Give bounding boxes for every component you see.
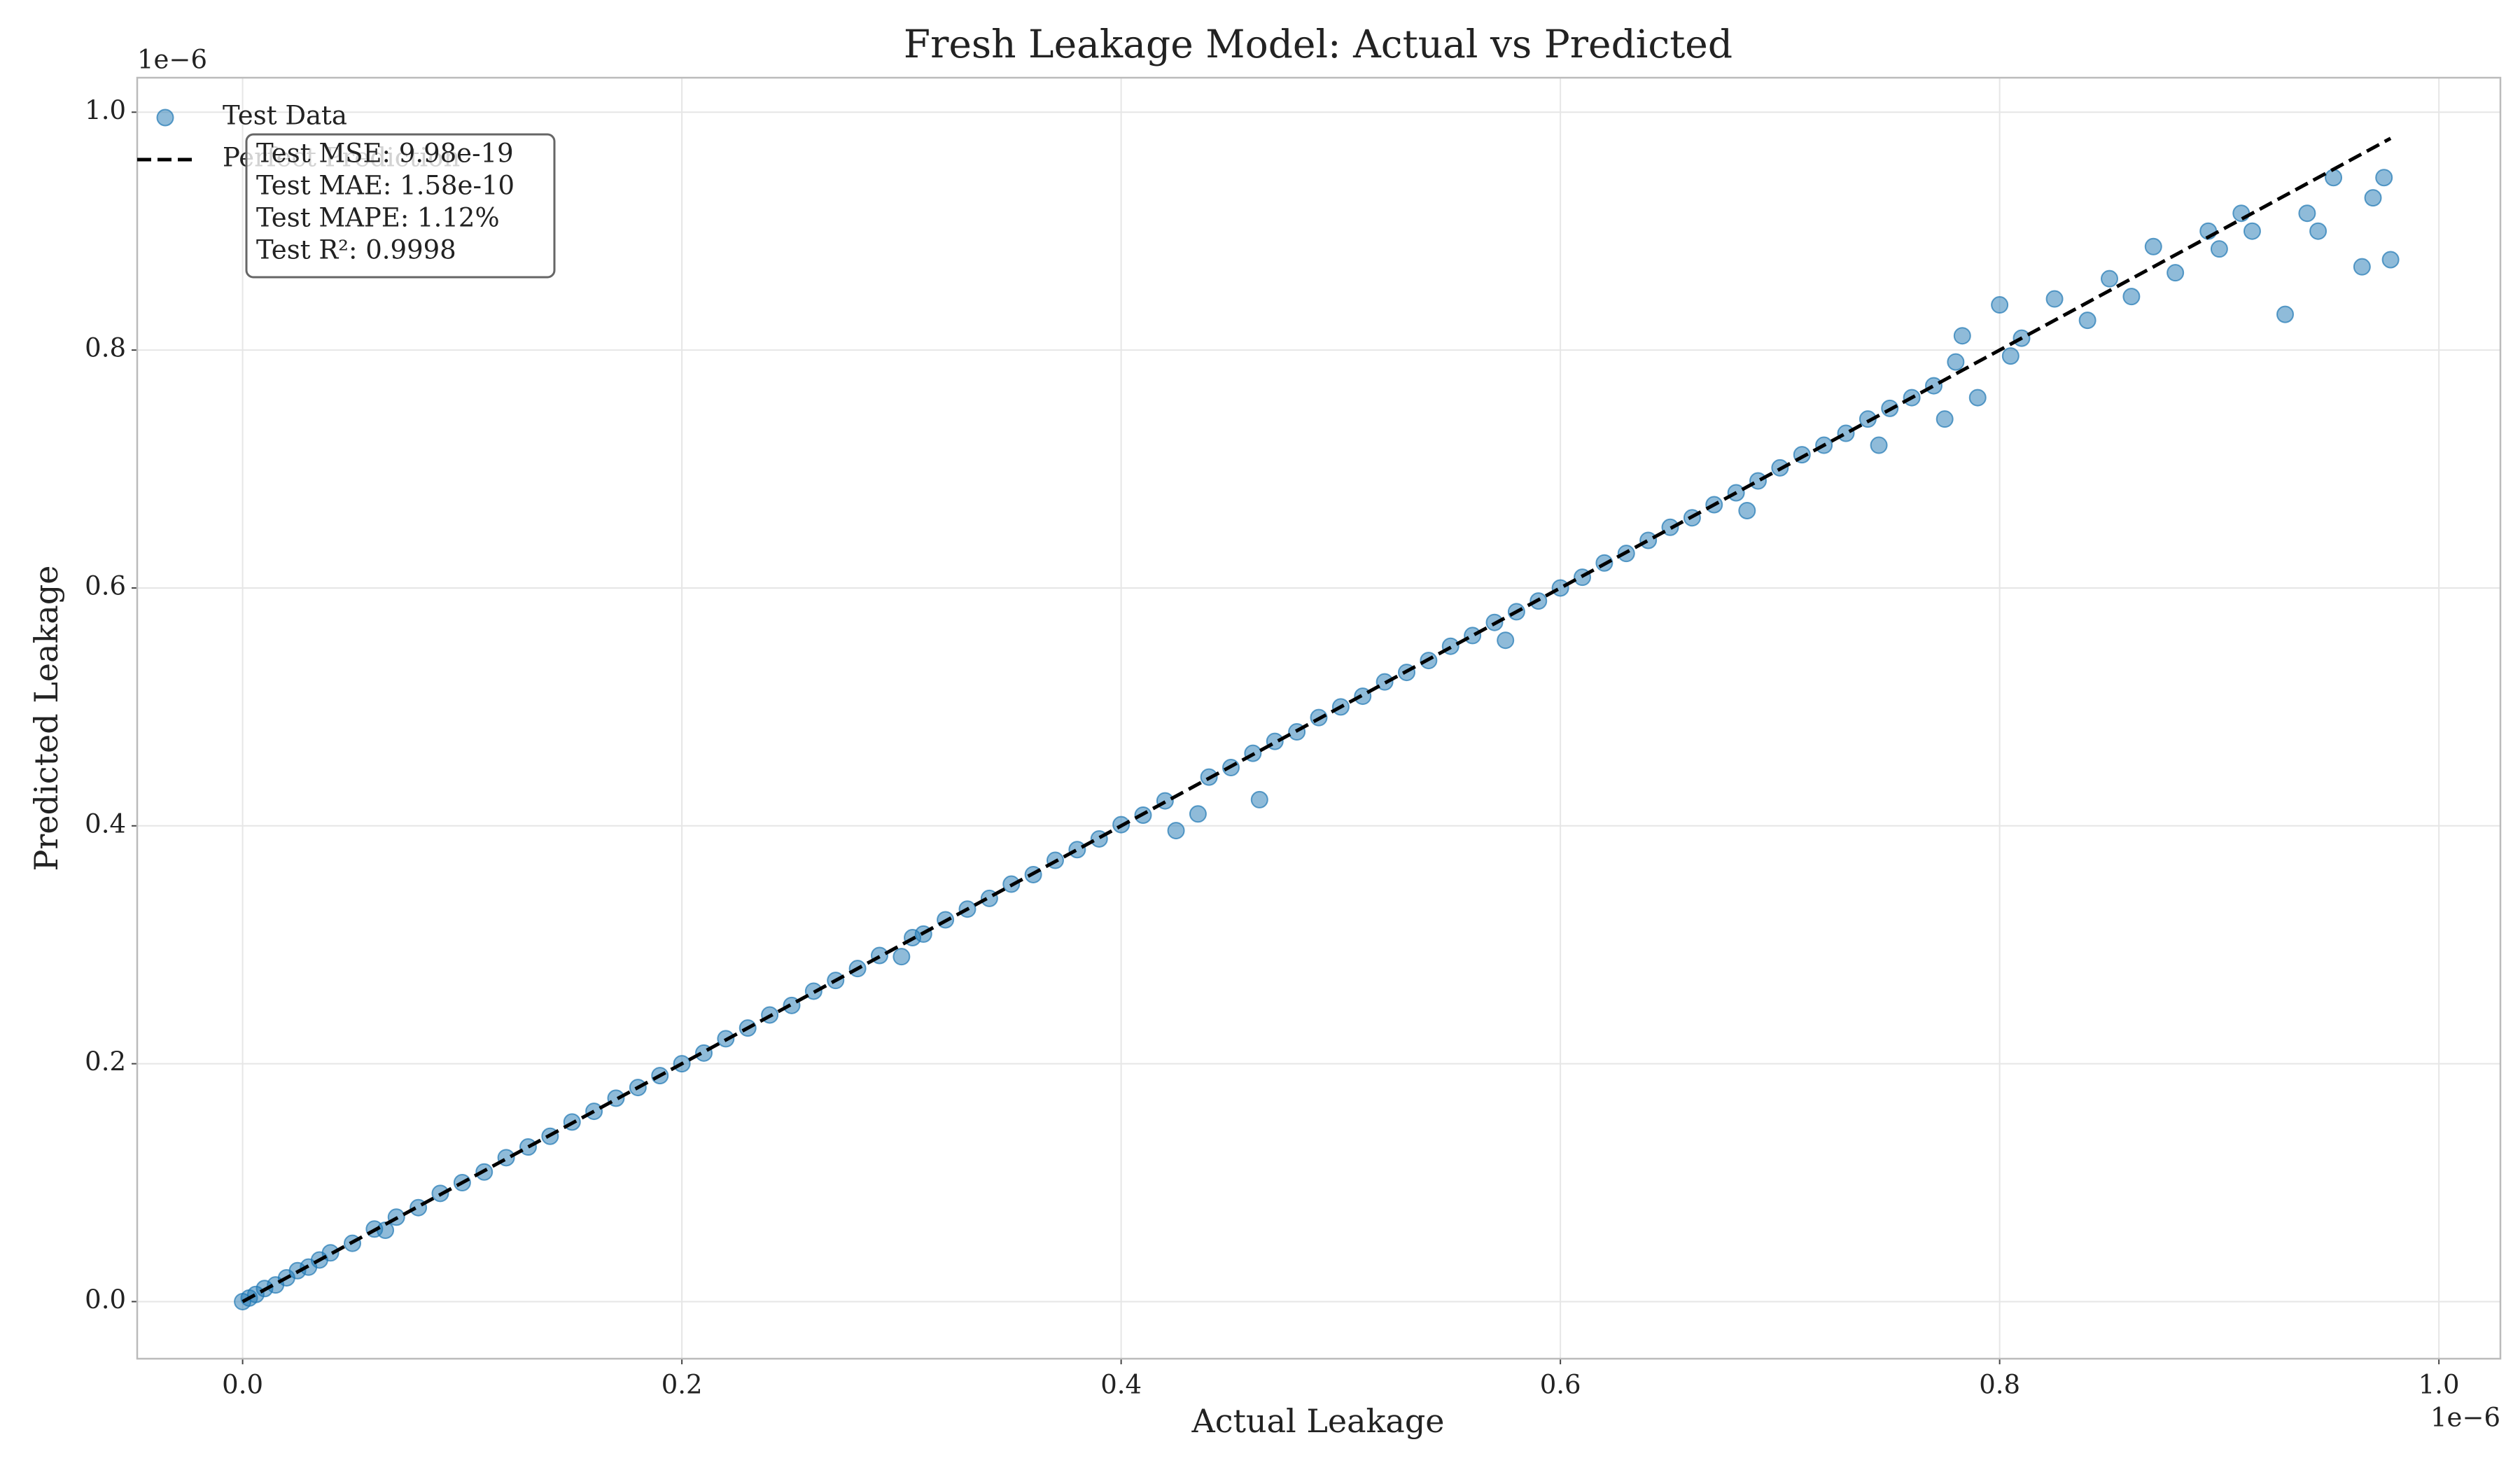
scatter-point: [2325, 169, 2343, 187]
scatter-point: [2353, 258, 2371, 276]
y-tick-label: 0.6: [85, 570, 126, 601]
scatter-point: [1068, 841, 1086, 859]
scatter-point: [2309, 222, 2328, 240]
x-offset-label: 1e−6: [2430, 1403, 2500, 1433]
legend-label: Test Data: [223, 101, 347, 131]
scatter-point: [2298, 204, 2316, 223]
scatter-point: [1167, 822, 1185, 840]
stats-text: Test MAE: 1.58e-10: [256, 171, 514, 201]
scatter-point: [2276, 305, 2295, 323]
scatter-point: [2101, 270, 2119, 288]
scatter-point: [2375, 169, 2393, 187]
stats-text: Test R²: 0.9998: [256, 235, 456, 265]
stats-box: [245, 133, 556, 279]
scatter-point: [2381, 251, 2400, 269]
x-axis-label: Actual Leakage: [1191, 1402, 1444, 1440]
x-tick-label: 1.0: [2418, 1370, 2460, 1400]
scatter-point: [1953, 327, 1971, 345]
scatter-point: [2078, 312, 2096, 330]
y-tick-label: 0.8: [85, 333, 126, 363]
x-tick-label: 0.8: [1979, 1370, 2020, 1400]
scatter-point: [1551, 579, 1569, 597]
plot-frame: [136, 76, 2502, 1360]
scatter-point: [1947, 353, 1965, 371]
y-tick-label: 1.0: [85, 95, 126, 125]
scatter-point: [2122, 288, 2141, 306]
scatter-point: [2001, 347, 2019, 365]
scatter-point: [892, 948, 911, 966]
scatter-point: [1870, 436, 1888, 454]
scatter-point: [1354, 687, 1372, 706]
scatter-point: [2232, 204, 2250, 223]
scatter-point: [1497, 631, 1515, 650]
scatter-point: [2045, 290, 2064, 308]
chart-title: Fresh Leakage Model: Actual vs Predicted: [904, 22, 1732, 66]
scatter-point: [1749, 472, 1768, 490]
y-tick-label: 0.2: [85, 1046, 126, 1077]
scatter-point: [519, 1138, 537, 1156]
y-offset-label: 1e−6: [137, 45, 207, 75]
scatter-point: [1935, 410, 1954, 428]
scatter-point: [1738, 501, 1756, 519]
scatter-point: [1968, 388, 1987, 407]
scatter-point: [2166, 264, 2185, 282]
scatter-point: [1250, 790, 1268, 808]
y-axis-label: Predicted Leakage: [27, 565, 65, 871]
y-tick-label: 0.4: [85, 808, 126, 839]
stats-text: Test MSE: 9.98e-19: [256, 139, 514, 169]
scatter-point: [2144, 237, 2162, 255]
y-tick-label: 0.0: [85, 1284, 126, 1315]
legend-marker: [156, 108, 174, 127]
x-tick-label: 0.4: [1100, 1370, 1142, 1400]
x-tick-label: 0.0: [222, 1370, 263, 1400]
scatter-point: [1189, 805, 1207, 823]
scatter-point: [2210, 240, 2228, 258]
reference-line: [241, 136, 2392, 1303]
scatter-point: [1991, 296, 2009, 314]
scatter-point: [2364, 189, 2382, 207]
scatter-point: [1837, 424, 1855, 442]
scatter-point: [2243, 222, 2261, 240]
scatter-point: [1925, 377, 1943, 395]
scatter-point: [377, 1221, 395, 1239]
stats-text: Test MAPE: 1.12%: [256, 203, 500, 233]
scatter-point: [1639, 531, 1658, 550]
scatter-point: [1464, 626, 1482, 645]
x-tick-label: 0.2: [662, 1370, 703, 1400]
x-tick-label: 0.6: [1540, 1370, 1581, 1400]
